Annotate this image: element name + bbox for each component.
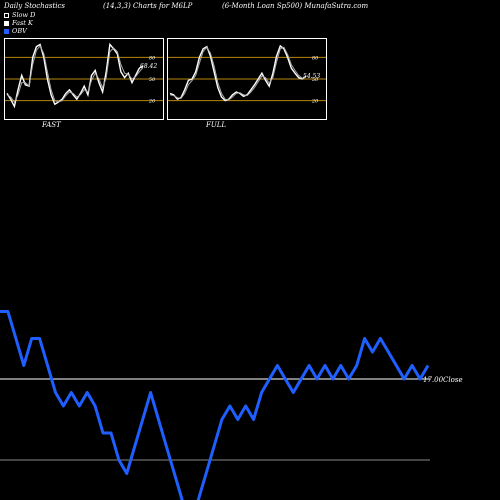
- fast-stochastic-svg: 20 50 80 68.42: [5, 42, 163, 109]
- full-stochastic-panel: 20 50 80 54.53: [167, 38, 327, 120]
- full-last-value-label: 54.53: [303, 73, 320, 80]
- full-ytick-label: 80: [312, 55, 319, 61]
- header-middle: (14,3,3) Charts for M6LP: [103, 2, 193, 10]
- fast-stochastic-panel: 20 50 80 68.42: [4, 38, 164, 120]
- legend-swatch-fast-k: [4, 20, 9, 26]
- fast-series-1-line: [6, 44, 144, 103]
- fast-last-value-label: 68.42: [140, 63, 157, 70]
- legend-swatch-slow-d: [4, 12, 9, 18]
- obv-close-label: 17.00Close: [423, 376, 463, 384]
- fast-ytick-label: 80: [149, 55, 156, 61]
- fast-panel-title: FAST: [42, 121, 61, 129]
- obv-close-value: 17.00: [423, 376, 444, 384]
- header-right: (6-Month Loan Sp500) MunafaSutra.com: [222, 2, 369, 10]
- fast-ytick-label: 20: [148, 99, 156, 105]
- full-ytick-label: 20: [311, 99, 319, 105]
- legend-item-slow-d: Slow D: [4, 11, 35, 19]
- fast-ytick-label: 50: [149, 77, 156, 83]
- obv-close-word: Close: [443, 376, 463, 384]
- legend-label-slow-d: Slow D: [12, 11, 36, 19]
- full-panel-title: FULL: [206, 121, 227, 129]
- legend-item-obv: OBV: [4, 27, 27, 35]
- legend-label-obv: OBV: [12, 27, 27, 35]
- legend-label-fast-k: Fast K: [12, 19, 33, 27]
- legend-item-fast-k: Fast K: [4, 19, 33, 27]
- full-stochastic-svg: 20 50 80 54.53: [168, 44, 326, 105]
- full-ytick-label: 50: [312, 77, 319, 83]
- header-left: Daily Stochastics: [4, 2, 66, 10]
- legend-swatch-obv: [4, 28, 9, 34]
- obv-series-line: [0, 310, 430, 500]
- full-series-1-line: [169, 46, 307, 101]
